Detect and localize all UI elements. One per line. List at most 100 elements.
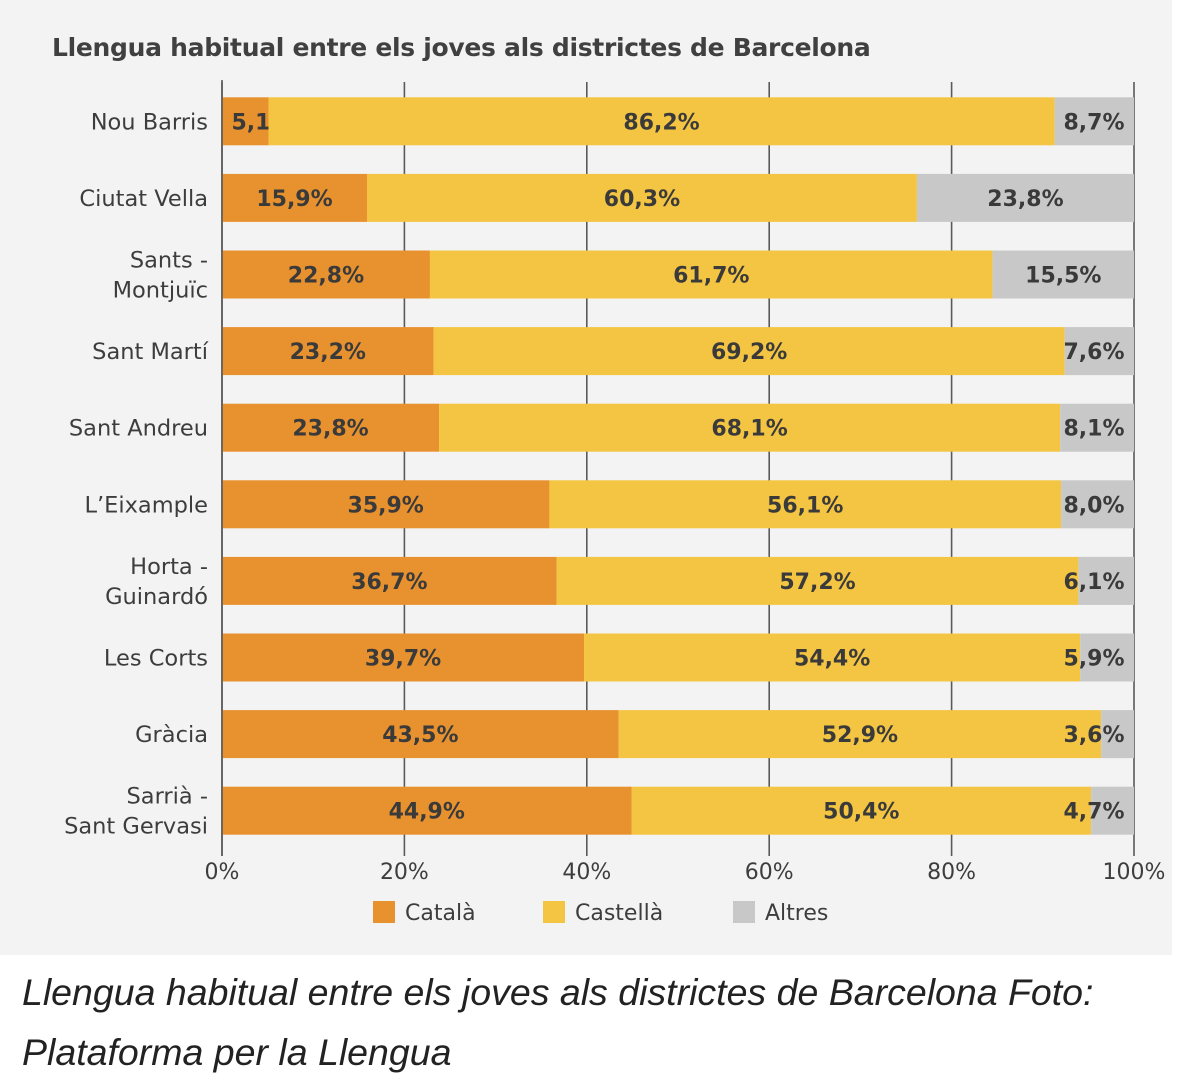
bar-chart: 5,1% 86,2% 8,7%15,9% 60,3% 23,8%22,8% 61,7% 15… [64,80,1166,926]
data-label: 50,4% [823,800,899,825]
bar-castella [549,480,1062,529]
bar-altres [1064,327,1134,376]
x-tick-label: 80% [927,860,976,885]
bar-altres [1054,97,1134,146]
x-tick-label: 0% [205,860,240,885]
bar-castella [618,710,1102,759]
bar-catala [222,710,619,759]
bar-altres [1060,403,1134,452]
category-label: Les Corts [104,646,208,672]
category-label-line: Montjuïc [113,278,208,304]
legend-swatch-castella [543,901,565,923]
data-label: 22,8% [288,264,364,289]
category-label: Sants - Montjuïc [113,248,208,304]
data-label: 54,4% [794,647,870,672]
axis: 0% 20% 40% 60% 80% 100% [205,80,1166,885]
bar-catala [222,97,269,146]
data-label: 52,9% [822,723,898,748]
x-tick-label: 100% [1103,860,1166,885]
x-tick-label: 20% [380,860,429,885]
data-label: 8,1% [1063,417,1124,442]
category-label: Nou Barris [91,109,208,135]
bar-castella [433,327,1065,376]
data-label: 44,9% [389,800,465,825]
data-label: 4,7% [1063,800,1124,825]
category-label-line: Ciutat Vella [79,186,208,212]
category-label: Sant Andreu [69,416,208,442]
data-label: 15,5% [1025,264,1101,289]
bar-catala [222,556,557,605]
bar-altres [1078,556,1134,605]
data-label: 60,3% [604,187,680,212]
data-label: 56,1% [767,493,843,518]
legend-swatch-altres [733,901,755,923]
data-label: 61,7% [673,264,749,289]
category-label-line: Nou Barris [91,109,208,135]
bar-altres [1101,710,1134,759]
x-tick-label: 60% [745,860,794,885]
data-label: 57,2% [779,570,855,595]
legend-label-altres: Altres [765,901,828,926]
x-tick-label: 40% [562,860,611,885]
category-label-line: Sants - [130,248,208,274]
chart-panel: Llengua habitual entre els joves als dis… [0,0,1172,955]
bar-catala [222,403,440,452]
bar-castella [584,633,1081,682]
category-label-line: Sant Gervasi [64,814,208,840]
data-label: 86,2% [623,110,699,135]
photo-caption: Llengua habitual entre els joves als dis… [22,971,1094,1073]
category-label: Sarrià - Sant Gervasi [64,784,208,840]
data-label: 3,6% [1063,723,1124,748]
data-label: 23,2% [290,340,366,365]
data-label: 35,9% [348,493,424,518]
data-label: 39,7% [365,647,441,672]
category-label: Gràcia [135,722,208,748]
legend-label-castella: Castellà [575,901,663,926]
data-label: 36,7% [351,570,427,595]
bar-castella [439,403,1061,452]
category-label-line: Sarrià - [127,784,209,810]
data-label: 8,7% [1063,110,1124,135]
chart-title: Llengua habitual entre els joves als dis… [52,33,871,62]
bar-castella [556,556,1079,605]
bar-catala [222,480,550,529]
bars: 5,1% 86,2% 8,7%15,9% 60,3% 23,8%22,8% 61,7% 15… [222,97,1134,835]
category-label: Horta - Guinardó [105,554,208,610]
category-label: Sant Martí [92,339,209,365]
category-label-line: Horta - [130,554,208,580]
bar-altres [1061,480,1134,529]
data-label: 8,0% [1063,493,1124,518]
bar-catala [222,173,368,222]
bar-catala [222,786,632,835]
legend-swatch-catala [373,901,395,923]
bar-altres [1080,633,1134,682]
bar-altres [916,173,1134,222]
bar-altres [992,250,1134,299]
bar-catala [222,327,434,376]
bar-castella [429,250,993,299]
category-label-line: Guinardó [105,584,208,610]
category-label-line: Les Corts [104,646,208,672]
category-label-line: Sant Martí [92,339,209,365]
bar-castella [631,786,1092,835]
data-label: 5,9% [1063,647,1124,672]
data-label: 15,9% [256,187,332,212]
bar-castella [268,97,1055,146]
data-label: 7,6% [1063,340,1124,365]
bar-altres [1091,786,1134,835]
data-label: 43,5% [382,723,458,748]
bar-castella [367,173,917,222]
data-label: 23,8% [292,417,368,442]
category-label-line: Sant Andreu [69,416,208,442]
legend-label-catala: Català [405,901,476,926]
category-label: L’Eixample [84,492,208,518]
category-label: Ciutat Vella [79,186,208,212]
legend: Català Castellà Altres [373,901,828,926]
data-label: 68,1% [711,417,787,442]
bar-catala [222,633,585,682]
data-label: 69,2% [711,340,787,365]
category-label-line: Gràcia [135,722,208,748]
data-label: 6,1% [1063,570,1124,595]
data-label: 23,8% [987,187,1063,212]
